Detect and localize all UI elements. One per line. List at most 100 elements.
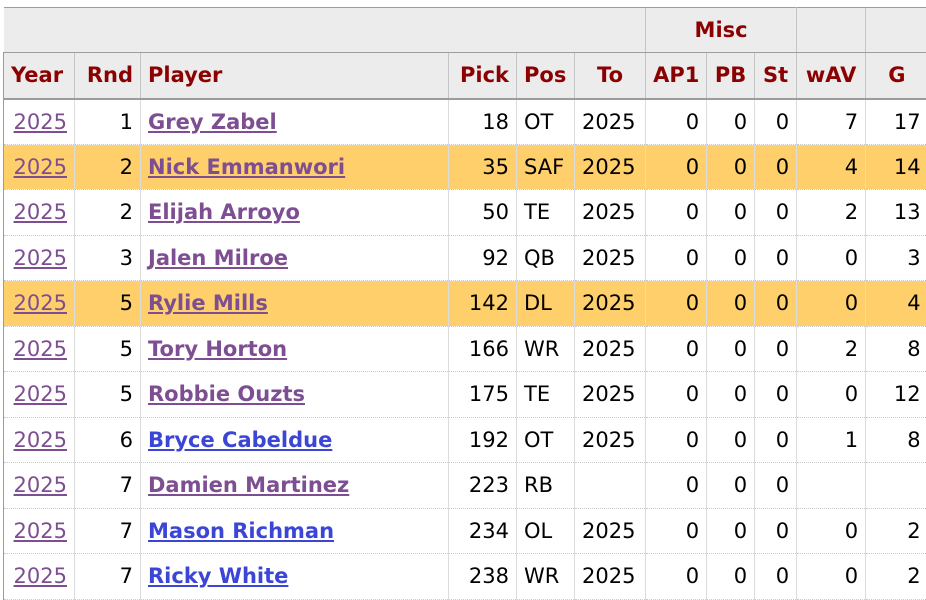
to-year-cell: 2025 bbox=[575, 326, 646, 372]
year-link[interactable]: 2025 bbox=[14, 564, 67, 588]
ap1-cell: 0 bbox=[646, 235, 707, 281]
st-cell: 0 bbox=[755, 144, 797, 190]
player-link[interactable]: Jalen Milroe bbox=[148, 246, 288, 270]
pb-cell: 0 bbox=[707, 326, 755, 372]
pb-cell: 0 bbox=[707, 417, 755, 463]
to-year-cell: 2025 bbox=[575, 417, 646, 463]
year-link[interactable]: 2025 bbox=[14, 428, 67, 452]
to-year-cell: 2025 bbox=[575, 190, 646, 236]
st-cell: 0 bbox=[755, 372, 797, 418]
pick-cell: 50 bbox=[449, 190, 517, 236]
games-cell: 12 bbox=[866, 372, 926, 418]
pb-cell: 0 bbox=[707, 508, 755, 554]
st-cell: 0 bbox=[755, 235, 797, 281]
year-cell: 2025 bbox=[4, 554, 75, 600]
pb-cell: 0 bbox=[707, 372, 755, 418]
player-cell: Robbie Ouzts bbox=[141, 372, 449, 418]
player-cell: Ricky White bbox=[141, 554, 449, 600]
header-group-spacer bbox=[4, 8, 646, 53]
wav-cell: 0 bbox=[797, 281, 866, 327]
col-header-st[interactable]: St bbox=[755, 53, 797, 99]
player-link[interactable]: Tory Horton bbox=[148, 337, 287, 361]
player-link[interactable]: Rylie Mills bbox=[148, 291, 268, 315]
wav-cell: 4 bbox=[797, 144, 866, 190]
player-cell: Nick Emmanwori bbox=[141, 144, 449, 190]
to-year-cell: 2025 bbox=[575, 99, 646, 145]
player-link[interactable]: Mason Richman bbox=[148, 519, 334, 543]
player-link[interactable]: Robbie Ouzts bbox=[148, 382, 305, 406]
round-cell: 7 bbox=[75, 554, 141, 600]
wav-cell: 1 bbox=[797, 417, 866, 463]
round-cell: 5 bbox=[75, 372, 141, 418]
player-link[interactable]: Elijah Arroyo bbox=[148, 200, 300, 224]
year-cell: 2025 bbox=[4, 190, 75, 236]
col-header-wav[interactable]: wAV bbox=[797, 53, 866, 99]
games-cell: 13 bbox=[866, 190, 926, 236]
round-cell: 3 bbox=[75, 235, 141, 281]
player-cell: Rylie Mills bbox=[141, 281, 449, 327]
ap1-cell: 0 bbox=[646, 144, 707, 190]
wav-cell bbox=[797, 463, 866, 509]
pb-cell: 0 bbox=[707, 554, 755, 600]
col-header-pos[interactable]: Pos bbox=[517, 53, 575, 99]
player-link[interactable]: Grey Zabel bbox=[148, 110, 277, 134]
games-cell: 17 bbox=[866, 99, 926, 145]
round-cell: 1 bbox=[75, 99, 141, 145]
round-cell: 7 bbox=[75, 463, 141, 509]
year-link[interactable]: 2025 bbox=[14, 291, 67, 315]
pb-cell: 0 bbox=[707, 190, 755, 236]
st-cell: 0 bbox=[755, 326, 797, 372]
year-cell: 2025 bbox=[4, 281, 75, 327]
year-link[interactable]: 2025 bbox=[14, 337, 67, 361]
year-link[interactable]: 2025 bbox=[14, 200, 67, 224]
col-header-pb[interactable]: PB bbox=[707, 53, 755, 99]
col-header-pick[interactable]: Pick bbox=[449, 53, 517, 99]
to-year-cell: 2025 bbox=[575, 508, 646, 554]
col-header-rnd[interactable]: Rnd bbox=[75, 53, 141, 99]
header-group-row: Misc bbox=[4, 8, 926, 53]
games-cell: 8 bbox=[866, 326, 926, 372]
year-link[interactable]: 2025 bbox=[14, 155, 67, 179]
wav-cell: 0 bbox=[797, 554, 866, 600]
player-link[interactable]: Ricky White bbox=[148, 564, 288, 588]
player-link[interactable]: Damien Martinez bbox=[148, 473, 349, 497]
player-cell: Elijah Arroyo bbox=[141, 190, 449, 236]
player-cell: Damien Martinez bbox=[141, 463, 449, 509]
col-header-player[interactable]: Player bbox=[141, 53, 449, 99]
position-cell: OL bbox=[517, 508, 575, 554]
col-header-g[interactable]: G bbox=[866, 53, 926, 99]
st-cell: 0 bbox=[755, 463, 797, 509]
wav-cell: 2 bbox=[797, 190, 866, 236]
st-cell: 0 bbox=[755, 417, 797, 463]
st-cell: 0 bbox=[755, 190, 797, 236]
round-cell: 5 bbox=[75, 326, 141, 372]
col-header-ap1[interactable]: AP1 bbox=[646, 53, 707, 99]
col-header-to[interactable]: To bbox=[575, 53, 646, 99]
position-cell: OT bbox=[517, 99, 575, 145]
player-link[interactable]: Nick Emmanwori bbox=[148, 155, 345, 179]
ap1-cell: 0 bbox=[646, 190, 707, 236]
player-cell: Bryce Cabeldue bbox=[141, 417, 449, 463]
games-cell: 3 bbox=[866, 235, 926, 281]
year-link[interactable]: 2025 bbox=[14, 246, 67, 270]
games-cell: 8 bbox=[866, 417, 926, 463]
year-link[interactable]: 2025 bbox=[14, 110, 67, 134]
to-year-cell: 2025 bbox=[575, 235, 646, 281]
year-cell: 2025 bbox=[4, 508, 75, 554]
header-group-misc: Misc bbox=[646, 8, 797, 53]
games-cell: 14 bbox=[866, 144, 926, 190]
ap1-cell: 0 bbox=[646, 326, 707, 372]
year-cell: 2025 bbox=[4, 417, 75, 463]
wav-cell: 0 bbox=[797, 235, 866, 281]
position-cell: QB bbox=[517, 235, 575, 281]
round-cell: 2 bbox=[75, 190, 141, 236]
year-link[interactable]: 2025 bbox=[14, 519, 67, 543]
year-link[interactable]: 2025 bbox=[14, 473, 67, 497]
player-link[interactable]: Bryce Cabeldue bbox=[148, 428, 332, 452]
col-header-year[interactable]: Year bbox=[4, 53, 75, 99]
year-link[interactable]: 2025 bbox=[14, 382, 67, 406]
pick-cell: 192 bbox=[449, 417, 517, 463]
